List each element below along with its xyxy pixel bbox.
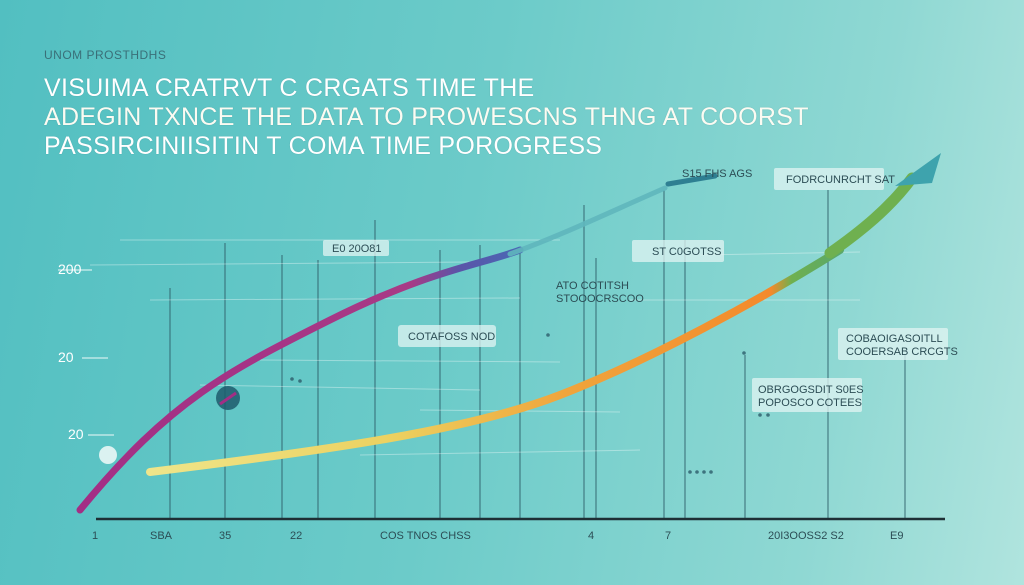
chart-title-line-1: VISUIMA CRATRVT C CRGATS TIME THE — [44, 74, 535, 102]
y-tick-label: 20 — [68, 426, 84, 442]
grid-line-horizontal — [89, 261, 471, 266]
x-tick-label: 22 — [290, 530, 302, 542]
svg-text:COTAFOSS NOD: COTAFOSS NOD — [408, 331, 495, 343]
trend-marker-dark — [665, 173, 718, 187]
y-tick-label: 200 — [58, 261, 82, 277]
grid-lines — [169, 190, 906, 520]
annotation-label: COTAFOSS NOD — [398, 325, 496, 347]
annotation-label: OBRGOGSDIT S0ES POPOSCO COTEES — [752, 378, 864, 412]
y-tick-labels: 200 20 20 — [58, 261, 114, 442]
scatter-dots — [290, 333, 770, 474]
chart-kicker: UNOM PROSTHDHS — [44, 48, 167, 62]
chart-title-line-2: ADEGIN TXNCE THE DATA TO PROWESCNS THNG … — [44, 103, 809, 131]
svg-text:FODRCUNRCHT SAT: FODRCUNRCHT SAT — [786, 174, 895, 186]
x-tick-label: E9 — [890, 530, 903, 542]
annotation-label: ST C0GOTSS — [632, 240, 724, 262]
title-block: UNOM PROSTHDHS VISUIMA CRATRVT C CRGATS … — [44, 48, 809, 161]
annotation-label: COBAOIGASOITLL COOERSAB CRCGTS — [838, 328, 958, 360]
y-tick-label: 20 — [58, 349, 74, 365]
series-line-magenta — [76, 246, 524, 514]
data-point-marker-light — [99, 446, 117, 464]
grid-line-horizontal — [359, 449, 641, 456]
grid-line-horizontal — [199, 384, 481, 391]
svg-text:E0 20O81: E0 20O81 — [332, 243, 382, 255]
x-tick-label: 20I3OOSS2 S2 — [768, 530, 844, 542]
trend-arrow-head — [895, 153, 941, 186]
x-tick-label: 7 — [665, 530, 671, 542]
svg-text:ST C0GOTSS: ST C0GOTSS — [652, 246, 721, 258]
x-tick-label: SBA — [150, 530, 173, 542]
x-tick-label: COS TNOS CHSS — [380, 530, 471, 542]
grid-line-horizontal — [149, 297, 521, 301]
x-tick-label: 1 — [92, 530, 98, 542]
annotation-label: E0 20O81 — [323, 240, 389, 256]
data-point-marker-stroke — [219, 391, 237, 406]
svg-text:S15 FHS AGS: S15 FHS AGS — [682, 168, 752, 180]
x-tick-labels: 1 SBA 35 22 COS TNOS CHSS 4 7 20I3OOSS2 … — [92, 530, 903, 542]
x-tick-label: 4 — [588, 530, 594, 542]
series-line-green-segment — [824, 172, 918, 259]
annotation-label: S15 FHS AGS — [682, 168, 752, 180]
x-tick-label: 35 — [219, 530, 231, 542]
grid-line-horizontal — [259, 359, 561, 363]
series-line-orange — [146, 246, 844, 476]
series-line-teal-extension — [507, 185, 668, 257]
annotation-label: ATO COTITSH STOOOCRSCOO — [556, 280, 644, 305]
chart-title-line-3: PASSIRCINIISITIN T COMA TIME POROGRESS — [44, 132, 603, 160]
annotation-label: FODRCUNRCHT SAT — [774, 168, 895, 190]
